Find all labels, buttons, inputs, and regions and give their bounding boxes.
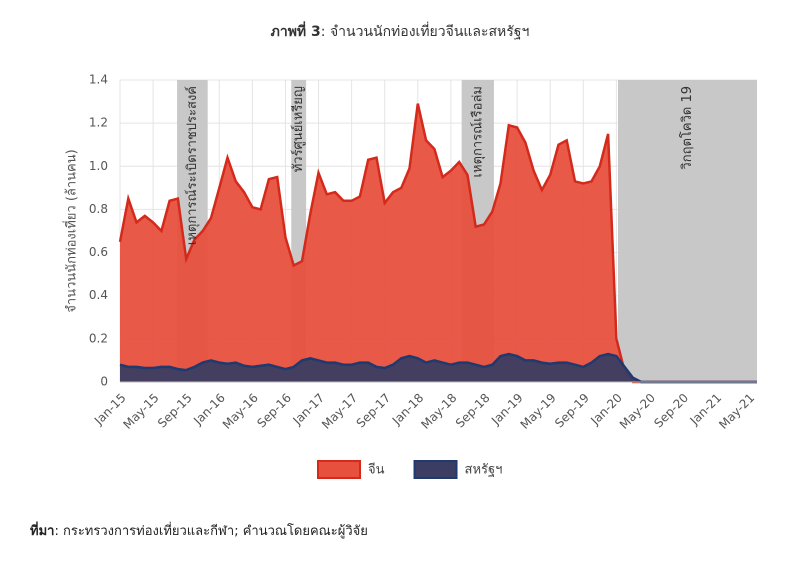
y-axis-label: จำนวนนักท่องเที่ยว (ล้านคน)	[63, 149, 80, 312]
annotation: วิกฤตโควิด 19	[679, 86, 695, 170]
source-label: ที่มา	[30, 521, 54, 539]
title-text: : จำนวนนักท่องเที่ยวจีนและสหรัฐฯ	[321, 22, 530, 40]
x-tick-label: May-20	[617, 391, 658, 432]
annotation: เหตุการณ์ระเบิดราชประสงค์	[184, 86, 200, 245]
x-tick-label: Sep-18	[453, 391, 493, 431]
x-tick-label: May-19	[518, 391, 559, 432]
x-tick-label: May-21	[716, 391, 757, 432]
y-tick-label: 0.2	[89, 331, 108, 345]
source-text: : กระทรวงการท่องเที่ยวและกีฬา; คำนวณโดยค…	[54, 522, 367, 539]
annotation: เหตุการณ์เรือล่ม	[469, 86, 485, 177]
chart-title: ภาพที่ 3: จำนวนนักท่องเที่ยวจีนและสหรัฐฯ	[271, 21, 530, 40]
x-tick-label: Sep-17	[354, 391, 394, 431]
y-tick-label: 1.4	[89, 73, 108, 87]
y-tick-label: 0.8	[89, 202, 108, 216]
event-band	[618, 80, 757, 382]
legend-swatch	[413, 460, 458, 479]
y-tick-label: 0.4	[89, 288, 108, 302]
y-tick-label: 0	[100, 375, 108, 389]
area	[120, 103, 757, 382]
legend-label: สหรัฐฯ	[465, 463, 503, 478]
legend-swatch	[317, 460, 361, 479]
y-tick-label: 1.0	[89, 159, 108, 173]
x-tick-label: May-15	[121, 391, 162, 432]
x-tick-label: Sep-16	[254, 391, 294, 431]
annotation: ทัวร์ศูนย์เหรียญ	[290, 86, 306, 172]
title-label: ภาพที่ 3	[271, 21, 321, 40]
y-tick-label: 0.6	[89, 245, 108, 259]
x-tick-label: Sep-19	[552, 391, 592, 431]
x-tick-label: Sep-20	[651, 391, 691, 431]
x-tick-label: May-18	[418, 391, 459, 432]
x-tick-label: May-16	[220, 391, 261, 432]
source-note: ที่มา: กระทรวงการท่องเที่ยวและกีฬา; คำนว…	[30, 521, 368, 539]
x-tick-label: May-17	[319, 391, 360, 432]
legend-label: จีน	[368, 462, 385, 478]
x-tick-label: Sep-15	[155, 391, 195, 431]
y-tick-label: 1.2	[89, 116, 108, 130]
area	[120, 354, 757, 382]
